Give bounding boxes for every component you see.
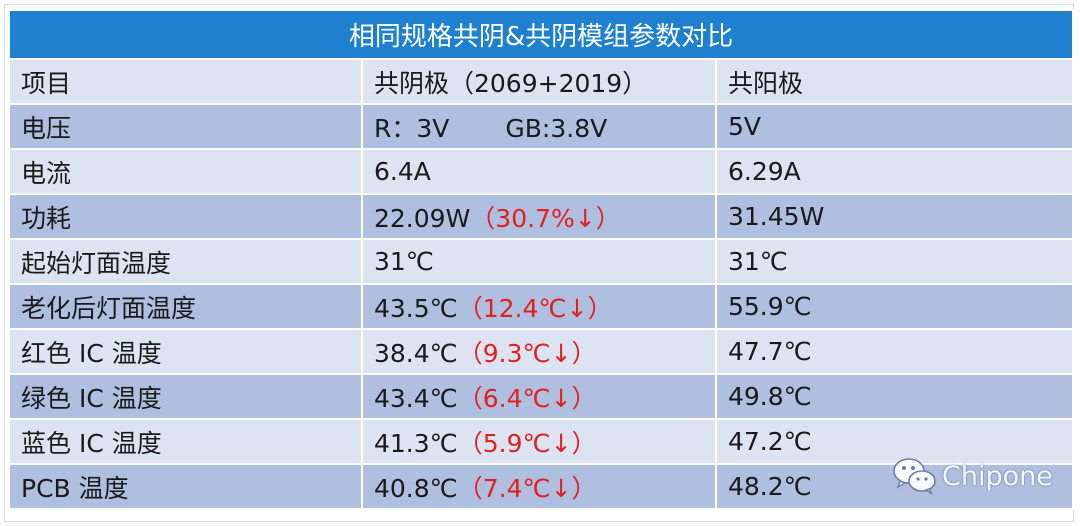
cathode-cell: 31℃ [361,238,717,285]
anode-cell: 31.45W [714,193,1075,240]
cathode-value: R：3V [374,113,450,143]
cathode-value: 43.4℃ [374,383,458,413]
watermark: Chipone [892,452,1053,500]
cathode-extra-value: GB:3.8V [505,113,608,143]
row-item-cell: 功耗 [8,193,363,240]
table-row: 项目 共阴极（2069+2019） 共阳极 [8,58,1075,105]
cathode-value: 41.3℃ [374,428,458,458]
row-item-cell: 老化后灯面温度 [8,283,363,330]
table-title: 相同规格共阴&共阴模组参数对比 [7,9,1075,60]
anode-cell: 5V [714,103,1075,150]
reduction-note: （6.4℃↓） [457,383,597,413]
cathode-cell: 22.09W（30.7%↓） [361,193,717,240]
cathode-cell: 41.3℃（5.9℃↓） [361,418,717,465]
row-item-cell: 红色 IC 温度 [8,328,363,375]
anode-cell: 55.9℃ [714,283,1075,330]
cathode-value: 38.4℃ [374,338,458,368]
row-item-cell: PCB 温度 [8,463,363,510]
cathode-value: 40.8℃ [374,473,458,503]
anode-cell: 47.7℃ [714,328,1075,375]
table-row: PCB 温度 40.8℃（7.4℃↓） 48.2℃ [8,463,1075,510]
anode-cell: 6.29A [714,148,1075,195]
watermark-text: Chipone [942,460,1053,492]
table-row: 功耗 22.09W（30.7%↓） 31.45W [8,193,1075,240]
comparison-table: 相同规格共阴&共阴模组参数对比 项目 共阴极（2069+2019） 共阳极 电压… [7,9,1075,510]
anode-cell: 共阳极 [714,58,1075,105]
cathode-cell: R：3V GB:3.8V [361,103,717,150]
cathode-cell: 43.4℃（6.4℃↓） [361,373,717,420]
cathode-value: 22.09W [374,203,471,233]
wechat-icon [892,456,938,496]
reduction-note: （9.3℃↓） [457,338,597,368]
anode-cell: 47.2℃ [714,418,1075,465]
reduction-note: （5.9℃↓） [457,428,597,458]
cathode-cell: 共阴极（2069+2019） [361,58,717,105]
cathode-cell: 38.4℃（9.3℃↓） [361,328,717,375]
table-row: 老化后灯面温度 43.5℃（12.4℃↓） 55.9℃ [8,283,1075,330]
table-row: 红色 IC 温度 38.4℃（9.3℃↓） 47.7℃ [8,328,1075,375]
row-item-cell: 起始灯面温度 [8,238,363,285]
cathode-value: 共阴极（2069+2019） [374,68,648,98]
table-row: 电压 R：3V GB:3.8V 5V [8,103,1075,150]
table-row: 起始灯面温度 31℃ 31℃ [8,238,1075,285]
reduction-note: （12.4℃↓） [457,293,613,323]
cathode-value: 31℃ [374,247,434,276]
table-row: 绿色 IC 温度 43.4℃（6.4℃↓） 49.8℃ [8,373,1075,420]
table-row: 蓝色 IC 温度 41.3℃（5.9℃↓） 47.2℃ [8,418,1075,465]
cathode-cell: 40.8℃（7.4℃↓） [361,463,717,510]
anode-cell: 49.8℃ [714,373,1075,420]
cathode-cell: 6.4A [361,148,717,195]
row-item-cell: 电压 [8,103,363,150]
row-item-cell: 绿色 IC 温度 [8,373,363,420]
reduction-note: （7.4℃↓） [457,473,597,503]
anode-cell: 31℃ [714,238,1075,285]
cathode-value: 6.4A [374,157,431,186]
row-item-cell: 电流 [8,148,363,195]
reduction-note: （30.7%↓） [470,203,621,233]
cathode-value: 43.5℃ [374,293,458,323]
cathode-cell: 43.5℃（12.4℃↓） [361,283,717,330]
table-row: 电流 6.4A 6.29A [8,148,1075,195]
row-item-cell: 项目 [8,58,363,105]
row-item-cell: 蓝色 IC 温度 [8,418,363,465]
